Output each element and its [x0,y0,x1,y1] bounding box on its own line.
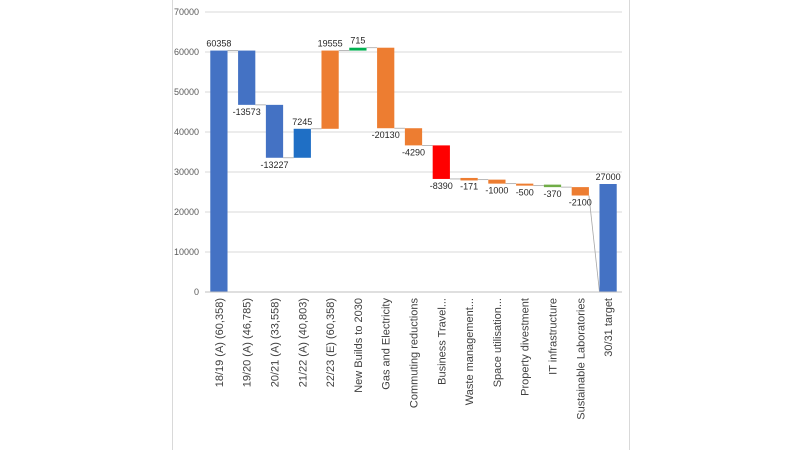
data-label: -20130 [372,130,400,140]
bar [349,47,367,51]
bar [404,128,423,146]
data-label: 27000 [596,172,621,182]
bar [238,50,256,105]
x-category-label: 20/21 (A) (33,558) [270,298,282,387]
bars [210,47,617,293]
x-category-label: New Builds to 2030 [353,298,365,393]
data-label: -500 [516,188,534,198]
bar [571,187,589,196]
connector-line [588,195,600,293]
data-label: 60358 [206,39,231,49]
bar [599,184,617,292]
x-category-label: Property divestment [520,298,532,396]
bar [543,184,562,188]
y-tick-label: 50000 [174,87,199,97]
data-label: -4290 [402,147,425,157]
bar [516,183,534,186]
y-tick-label: 70000 [174,7,199,17]
x-category-label: Business Travel... [436,298,448,385]
y-axis-tick-labels: 0 10000 20000 30000 40000 50000 60000 70000 [174,7,199,297]
x-axis-category-labels: 18/19 (A) (60,358) 19/20 (A) (46,785) 20/2… [214,298,615,420]
y-tick-label: 30000 [174,167,199,177]
y-tick-label: 10000 [174,247,199,257]
bar [432,145,450,179]
x-category-label: Commuting reductions [409,298,421,409]
data-label: 715 [350,36,365,46]
y-tick-label: 60000 [174,47,199,57]
bar [377,47,395,129]
x-category-label: IT infrastructure [548,298,560,375]
data-label: -13227 [260,160,288,170]
bar [293,128,311,158]
x-category-label: 22/23 (E) (60,358) [325,298,337,387]
data-labels: 60358 -13573 -13227 7245 19555 715 -20130-4290… [206,36,620,208]
x-category-label: 21/22 (A) (40,803) [297,298,309,387]
data-label: -171 [460,182,478,192]
x-category-label: Waste management... [464,298,476,405]
x-category-label: 19/20 (A) (46,785) [242,298,254,387]
bar [321,50,339,129]
connector-lines [227,47,600,293]
x-category-label: 30/31 target [603,298,615,357]
data-label: 19555 [318,39,343,49]
y-tick-label: 0 [194,287,199,297]
data-label: -370 [543,189,561,199]
data-label: -8390 [430,181,453,191]
bar [265,104,284,158]
gridlines [205,11,622,253]
x-category-label: 18/19 (A) (60,358) [214,298,226,387]
x-category-label: Space utilisation... [492,298,504,387]
x-category-label: Gas and Electricity [381,298,393,390]
data-label: -13573 [233,107,261,117]
y-tick-label: 20000 [174,207,199,217]
data-label: -2100 [569,198,592,208]
bar [210,50,228,293]
bar [460,177,478,181]
y-tick-label: 40000 [174,127,199,137]
bar [488,179,506,184]
x-category-label: Sustainable Laboratories [575,298,587,420]
data-label: -1000 [485,186,508,196]
data-label: 7245 [292,117,312,127]
